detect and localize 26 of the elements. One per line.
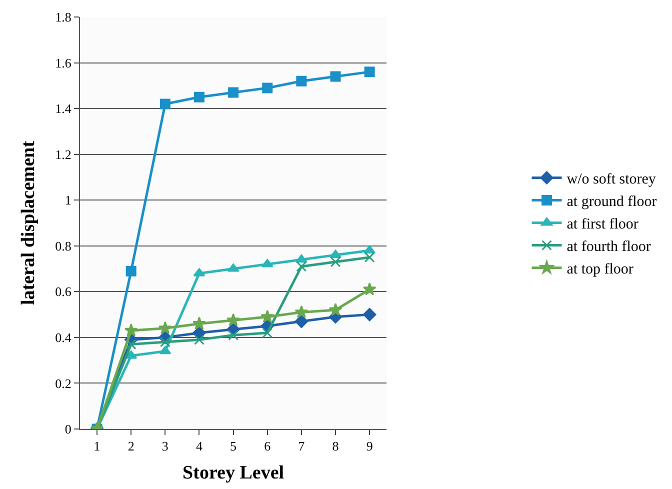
- x-tick-label: 3: [162, 438, 168, 454]
- x-axis-title: Storey Level: [182, 462, 284, 484]
- x-tick-label: 4: [196, 438, 203, 454]
- x-tick-label: 7: [298, 438, 306, 454]
- legend-label: at fourth floor: [566, 239, 651, 256]
- y-tick-label: 1.6: [55, 55, 72, 70]
- x-tick-label: 9: [366, 438, 373, 454]
- y-tick-label: 0.8: [55, 238, 72, 254]
- y-tick-label: 0.6: [55, 284, 72, 300]
- x-tick-label: 2: [128, 438, 134, 454]
- legend-label: at top floor: [566, 262, 634, 278]
- x-tick-label: 1: [94, 438, 100, 454]
- x-tick-label: 6: [264, 438, 272, 454]
- y-tick-label: 1.2: [55, 146, 72, 162]
- y-axis-title: lateral displacement: [18, 140, 39, 306]
- legend-label: w/o soft storey: [566, 172, 656, 188]
- y-tick-label: 1: [64, 192, 72, 208]
- y-tick-label: 1.8: [55, 10, 72, 25]
- x-tick-label: 8: [332, 438, 339, 454]
- y-tick-label: 0: [64, 422, 72, 437]
- y-tick-label: 1.4: [55, 101, 72, 116]
- x-tick-label: 5: [230, 438, 237, 454]
- y-tick-label: 0.4: [55, 330, 72, 345]
- legend-label: at first floor: [566, 216, 638, 233]
- legend-label: at ground floor: [566, 194, 657, 210]
- y-tick-label: 0.2: [55, 376, 72, 391]
